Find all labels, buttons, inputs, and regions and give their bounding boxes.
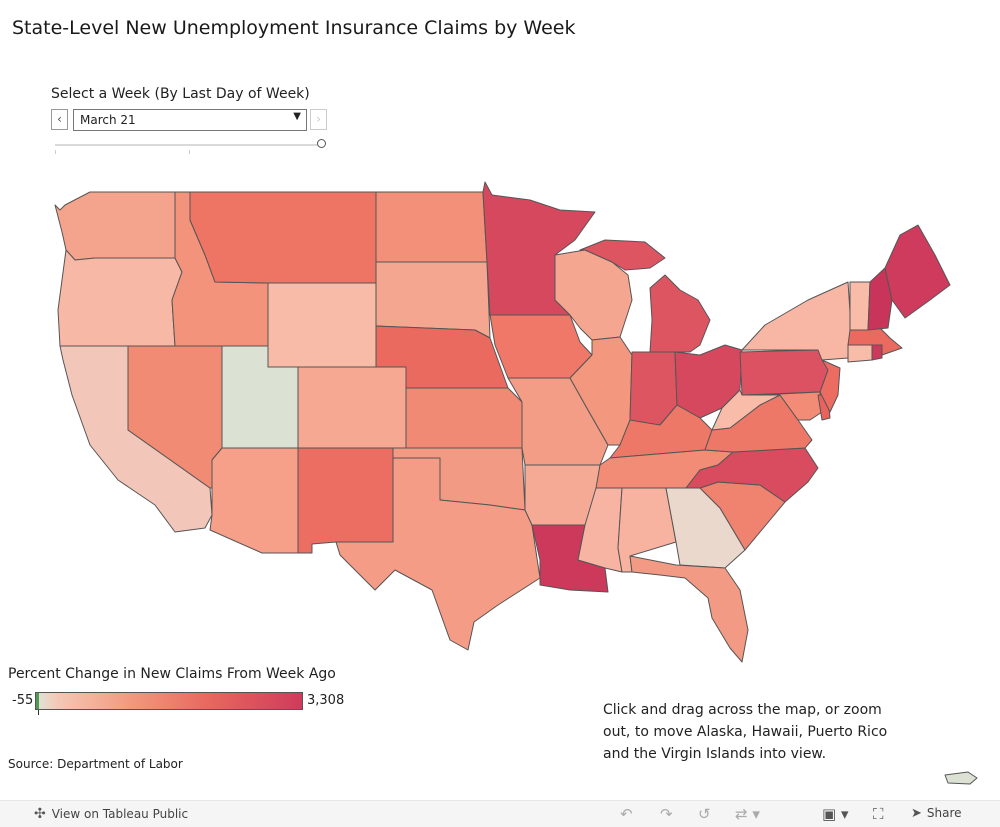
chevron-right-icon: › xyxy=(316,112,321,126)
state-NJ[interactable] xyxy=(819,359,841,413)
state-NM[interactable] xyxy=(297,447,394,554)
us-choropleth-map[interactable] xyxy=(0,0,1000,800)
state-TX[interactable] xyxy=(335,457,541,651)
state-FL[interactable] xyxy=(629,555,749,663)
tableau-logo-icon: ✣ xyxy=(34,806,46,822)
state-AZ[interactable] xyxy=(209,447,299,554)
map-instruction-note: Click and drag across the map, or zoom o… xyxy=(603,702,888,762)
legend-min-label: -55 xyxy=(12,693,34,708)
state-ME[interactable] xyxy=(884,224,951,319)
prev-week-button[interactable]: ‹ xyxy=(51,109,68,130)
state-VT[interactable] xyxy=(849,281,871,331)
undo-icon[interactable]: ↶ xyxy=(620,805,633,823)
slider-tick xyxy=(55,150,56,154)
week-select-value: March 21 xyxy=(80,113,136,127)
week-slider-track[interactable] xyxy=(55,144,320,146)
state-CO[interactable] xyxy=(297,366,407,449)
fullscreen-icon[interactable]: ⛶ xyxy=(873,805,884,823)
state-NH[interactable] xyxy=(867,267,893,331)
next-week-button[interactable]: › xyxy=(310,109,327,130)
share-label: Share xyxy=(926,806,962,820)
state-NY[interactable] xyxy=(741,281,853,361)
state-PA[interactable] xyxy=(739,349,829,396)
state-WY[interactable] xyxy=(267,282,377,368)
week-slider-handle[interactable] xyxy=(317,139,326,148)
slider-tick xyxy=(189,150,190,154)
tableau-toolbar: ✣ View on Tableau Public ↶ ↷ ↺ ⇄ ▾ ▣ ▾ ⛶ … xyxy=(0,800,1000,827)
share-icon: ➤ xyxy=(911,806,922,821)
dropdown-arrow-icon: ▼ xyxy=(293,111,301,122)
state-MI[interactable] xyxy=(649,274,711,353)
state-ND[interactable] xyxy=(375,191,488,263)
legend-color-ramp xyxy=(35,692,303,710)
source-note: Source: Department of Labor xyxy=(8,757,183,771)
page-title: State-Level New Unemployment Insurance C… xyxy=(12,17,576,39)
territory-PR[interactable] xyxy=(944,771,978,785)
legend-title: Percent Change in New Claims From Week A… xyxy=(8,666,336,682)
chevron-left-icon: ‹ xyxy=(57,112,62,126)
state-MT[interactable] xyxy=(189,191,377,284)
legend-max-label: 3,308 xyxy=(307,693,345,708)
state-IL[interactable] xyxy=(569,336,633,446)
revert-icon[interactable]: ↺ xyxy=(698,805,711,823)
view-on-tableau-link[interactable]: ✣ View on Tableau Public xyxy=(34,806,188,822)
state-MA[interactable] xyxy=(847,327,903,356)
share-button[interactable]: ➤ Share xyxy=(911,806,962,821)
state-MI-upper[interactable] xyxy=(579,239,666,271)
week-select[interactable]: March 21 ▼ xyxy=(73,109,307,131)
state-OR[interactable] xyxy=(57,249,183,347)
download-icon[interactable]: ▣ ▾ xyxy=(822,805,849,823)
redo-icon[interactable]: ↷ xyxy=(660,805,673,823)
state-NC[interactable] xyxy=(685,447,819,503)
view-on-tableau-label: View on Tableau Public xyxy=(51,807,189,821)
refresh-icon[interactable]: ⇄ ▾ xyxy=(735,805,760,823)
state-WA[interactable] xyxy=(54,191,176,261)
state-KS[interactable] xyxy=(405,387,523,449)
state-RI[interactable] xyxy=(871,344,883,361)
state-CT[interactable] xyxy=(847,344,873,363)
week-filter-label: Select a Week (By Last Day of Week) xyxy=(51,86,310,102)
legend-negative-mark xyxy=(36,693,39,709)
legend-zero-tick xyxy=(38,710,39,715)
